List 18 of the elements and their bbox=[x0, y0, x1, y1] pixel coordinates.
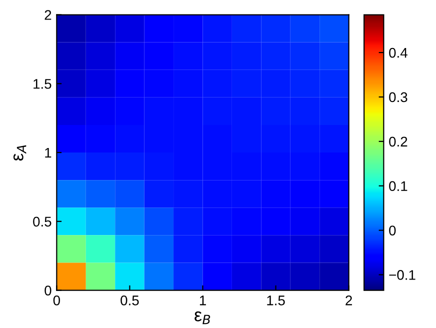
color-bar-label: −0.1 bbox=[389, 270, 416, 280]
color-bar-label: 0.3 bbox=[389, 92, 408, 102]
y-axis-title: ε$_{A}$ bbox=[13, 145, 26, 161]
color-bar-label: 0.1 bbox=[389, 181, 408, 192]
y-tick-label: 1.5 bbox=[34, 79, 52, 89]
x-tick-label: 1 bbox=[200, 296, 206, 306]
x-tick-label: 0 bbox=[53, 296, 60, 306]
color-bar-label: 0.2 bbox=[389, 136, 408, 147]
y-tick-label: 1 bbox=[45, 148, 52, 158]
y-tick-label: 0 bbox=[44, 286, 52, 296]
x-tick-label: 1.5 bbox=[267, 296, 285, 306]
x-axis-title: ε$_{B}$ bbox=[194, 311, 210, 324]
y-tick-label: 0.5 bbox=[33, 216, 52, 227]
y-tick-label: 2 bbox=[44, 10, 52, 20]
color-bar-label: 0.4 bbox=[389, 48, 408, 58]
x-tick-label: 2 bbox=[346, 296, 352, 306]
x-tick-label: 0.5 bbox=[120, 296, 139, 306]
color-bar-label: 0 bbox=[389, 226, 396, 236]
